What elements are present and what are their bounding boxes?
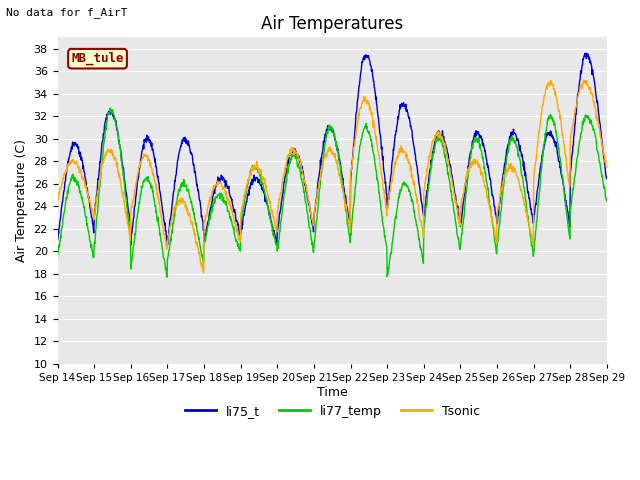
li75_t bbox=[538, 157, 545, 163]
Tsonic bbox=[538, 110, 545, 116]
Tsonic bbox=[176, 197, 184, 203]
li75_t bbox=[127, 242, 134, 248]
Line: li75_t: li75_t bbox=[58, 53, 607, 245]
li77_temp bbox=[163, 274, 171, 280]
Tsonic bbox=[54, 199, 61, 205]
li77_temp bbox=[106, 105, 114, 111]
li75_t bbox=[237, 222, 245, 228]
li77_temp bbox=[54, 254, 61, 260]
li75_t bbox=[603, 176, 611, 181]
Y-axis label: Air Temperature (C): Air Temperature (C) bbox=[15, 139, 28, 262]
Tsonic bbox=[547, 78, 555, 84]
li75_t bbox=[54, 237, 61, 243]
li77_temp bbox=[418, 251, 426, 256]
li77_temp bbox=[538, 160, 546, 166]
Text: No data for f_AirT: No data for f_AirT bbox=[6, 7, 128, 18]
li77_temp bbox=[238, 215, 246, 221]
li75_t bbox=[582, 50, 590, 56]
Tsonic bbox=[163, 243, 170, 249]
Title: Air Temperatures: Air Temperatures bbox=[261, 15, 403, 33]
X-axis label: Time: Time bbox=[317, 385, 348, 398]
li75_t bbox=[176, 146, 184, 152]
Tsonic bbox=[418, 222, 426, 228]
li77_temp bbox=[163, 274, 170, 279]
Text: MB_tule: MB_tule bbox=[71, 52, 124, 65]
Tsonic bbox=[490, 222, 497, 228]
Line: li77_temp: li77_temp bbox=[58, 108, 607, 277]
Tsonic bbox=[603, 165, 611, 170]
Tsonic bbox=[200, 270, 207, 276]
li75_t bbox=[418, 199, 426, 205]
li75_t bbox=[163, 237, 170, 242]
li75_t bbox=[490, 195, 497, 201]
Line: Tsonic: Tsonic bbox=[58, 81, 607, 273]
Tsonic bbox=[237, 210, 245, 216]
li77_temp bbox=[490, 227, 497, 232]
Legend: li75_t, li77_temp, Tsonic: li75_t, li77_temp, Tsonic bbox=[180, 400, 485, 423]
li77_temp bbox=[603, 198, 611, 204]
li77_temp bbox=[177, 184, 184, 190]
